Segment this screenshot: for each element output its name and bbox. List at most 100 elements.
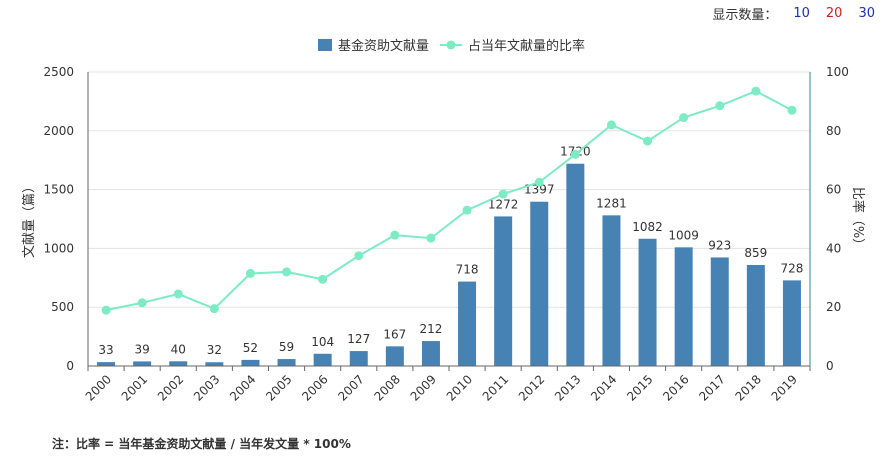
bar-data-labels: 3339403252591041271672127181272139717201… <box>98 145 803 358</box>
ratio-point <box>643 136 653 146</box>
ratio-point <box>390 230 400 240</box>
bar-data-label: 52 <box>243 341 258 355</box>
bar-data-label: 39 <box>135 342 150 356</box>
bar-data-label: 40 <box>171 342 186 356</box>
ratio-point <box>426 233 436 243</box>
x-tick-label: 2017 <box>696 372 727 403</box>
bar-data-label: 1397 <box>524 183 555 197</box>
bar-data-label: 33 <box>98 343 113 357</box>
ratio-point <box>173 289 183 299</box>
ratio-line <box>105 90 793 312</box>
x-tick-label: 2004 <box>227 372 258 403</box>
x-tick-label: 2010 <box>444 372 475 403</box>
y-tick-label: 500 <box>51 300 74 314</box>
x-tick-label: 2001 <box>119 372 150 403</box>
bar <box>638 238 657 366</box>
bar <box>385 346 404 366</box>
bar <box>458 281 477 366</box>
bar-data-label: 718 <box>456 263 479 277</box>
ratio-point <box>570 149 580 159</box>
y2-tick-label: 80 <box>826 124 841 138</box>
x-tick-label: 2005 <box>263 372 294 403</box>
x-tick-label: 2014 <box>588 372 619 403</box>
bar <box>349 351 368 366</box>
x-tick-label: 2011 <box>480 372 511 403</box>
bar-data-label: 127 <box>347 332 370 346</box>
x-tick-label: 2008 <box>371 372 402 403</box>
y2-tick-label: 60 <box>826 183 841 197</box>
bar <box>133 361 152 366</box>
ratio-point <box>101 305 111 315</box>
x-tick-label: 2000 <box>83 372 114 403</box>
y2-tick-label: 20 <box>826 300 841 314</box>
x-tick-label: 2006 <box>299 372 330 403</box>
display-count-label: 显示数量： <box>712 8 778 23</box>
y2-tick-label: 100 <box>826 65 849 79</box>
y2-tick-label: 40 <box>826 241 841 255</box>
bar-data-label: 59 <box>279 340 294 354</box>
display-count-option-30[interactable]: 30 <box>858 6 875 21</box>
ratio-point <box>534 177 544 187</box>
ratio-point <box>209 304 219 314</box>
ratio-point <box>679 113 689 123</box>
display-count-option-10[interactable]: 10 <box>793 6 810 21</box>
bar <box>313 353 332 366</box>
bar-data-label: 1272 <box>488 197 519 211</box>
bar-data-label: 32 <box>207 343 222 357</box>
y-tick-label: 0 <box>66 359 74 373</box>
legend-line-marker <box>446 40 456 50</box>
gridlines <box>88 71 810 367</box>
bar-data-label: 104 <box>311 335 334 349</box>
x-tick-label: 2009 <box>408 372 439 403</box>
ratio-point <box>787 105 797 115</box>
ratio-point <box>245 268 255 278</box>
bar <box>421 341 440 366</box>
y2-axis-title: 比率（%） <box>850 187 866 251</box>
footnote: 注：比率 = 当年基金资助文献量 / 当年发文量 * 100% <box>52 437 351 451</box>
ratio-point <box>354 251 364 261</box>
x-tick-label: 2003 <box>191 372 222 403</box>
legend-line-label: 占当年文献量的比率 <box>468 38 585 54</box>
bar <box>277 359 296 366</box>
y2-tick-label: 0 <box>826 359 834 373</box>
bar <box>494 216 513 366</box>
y-tick-label: 2500 <box>43 65 74 79</box>
ratio-point <box>462 205 472 215</box>
bar <box>241 359 260 366</box>
bar-data-label: 1009 <box>668 228 699 242</box>
x-tick-label: 2012 <box>516 372 547 403</box>
bar-data-label: 859 <box>744 246 767 260</box>
display-count-selector: 显示数量： 10 20 30 <box>712 4 875 23</box>
ratio-point <box>137 298 147 308</box>
x-tick-label: 2019 <box>769 372 800 403</box>
bar <box>97 362 116 366</box>
chart: 3339403252591041271672127181272139717201… <box>22 38 866 404</box>
x-tick-label: 2013 <box>552 372 583 403</box>
bar <box>782 280 801 366</box>
bar <box>674 247 693 366</box>
bar <box>710 257 729 366</box>
x-tick-label: 2007 <box>335 372 366 403</box>
legend-bar-label: 基金资助文献量 <box>338 38 429 54</box>
bar-data-label: 1082 <box>632 220 663 234</box>
y-tick-label: 2000 <box>43 124 74 138</box>
ratio-point <box>318 274 328 284</box>
y-tick-label: 1500 <box>43 183 74 197</box>
ratio-point <box>751 86 761 96</box>
x-tick-label: 2016 <box>660 372 691 403</box>
bar <box>169 361 188 366</box>
ratio-point <box>606 120 616 130</box>
bar <box>205 362 224 366</box>
bar-data-label: 1281 <box>596 196 627 210</box>
bar-data-label: 167 <box>383 327 406 341</box>
bar-data-label: 728 <box>780 261 803 275</box>
legend-bar-swatch <box>318 39 332 51</box>
bar <box>746 264 765 366</box>
display-count-option-20[interactable]: 20 <box>825 6 843 21</box>
ratio-point <box>282 267 292 277</box>
x-tick-label: 2002 <box>155 372 186 403</box>
bar-series <box>97 163 801 366</box>
legend: 基金资助文献量 占当年文献量的比率 <box>318 38 585 54</box>
bar <box>566 163 585 366</box>
x-tick-label: 2018 <box>732 372 763 403</box>
